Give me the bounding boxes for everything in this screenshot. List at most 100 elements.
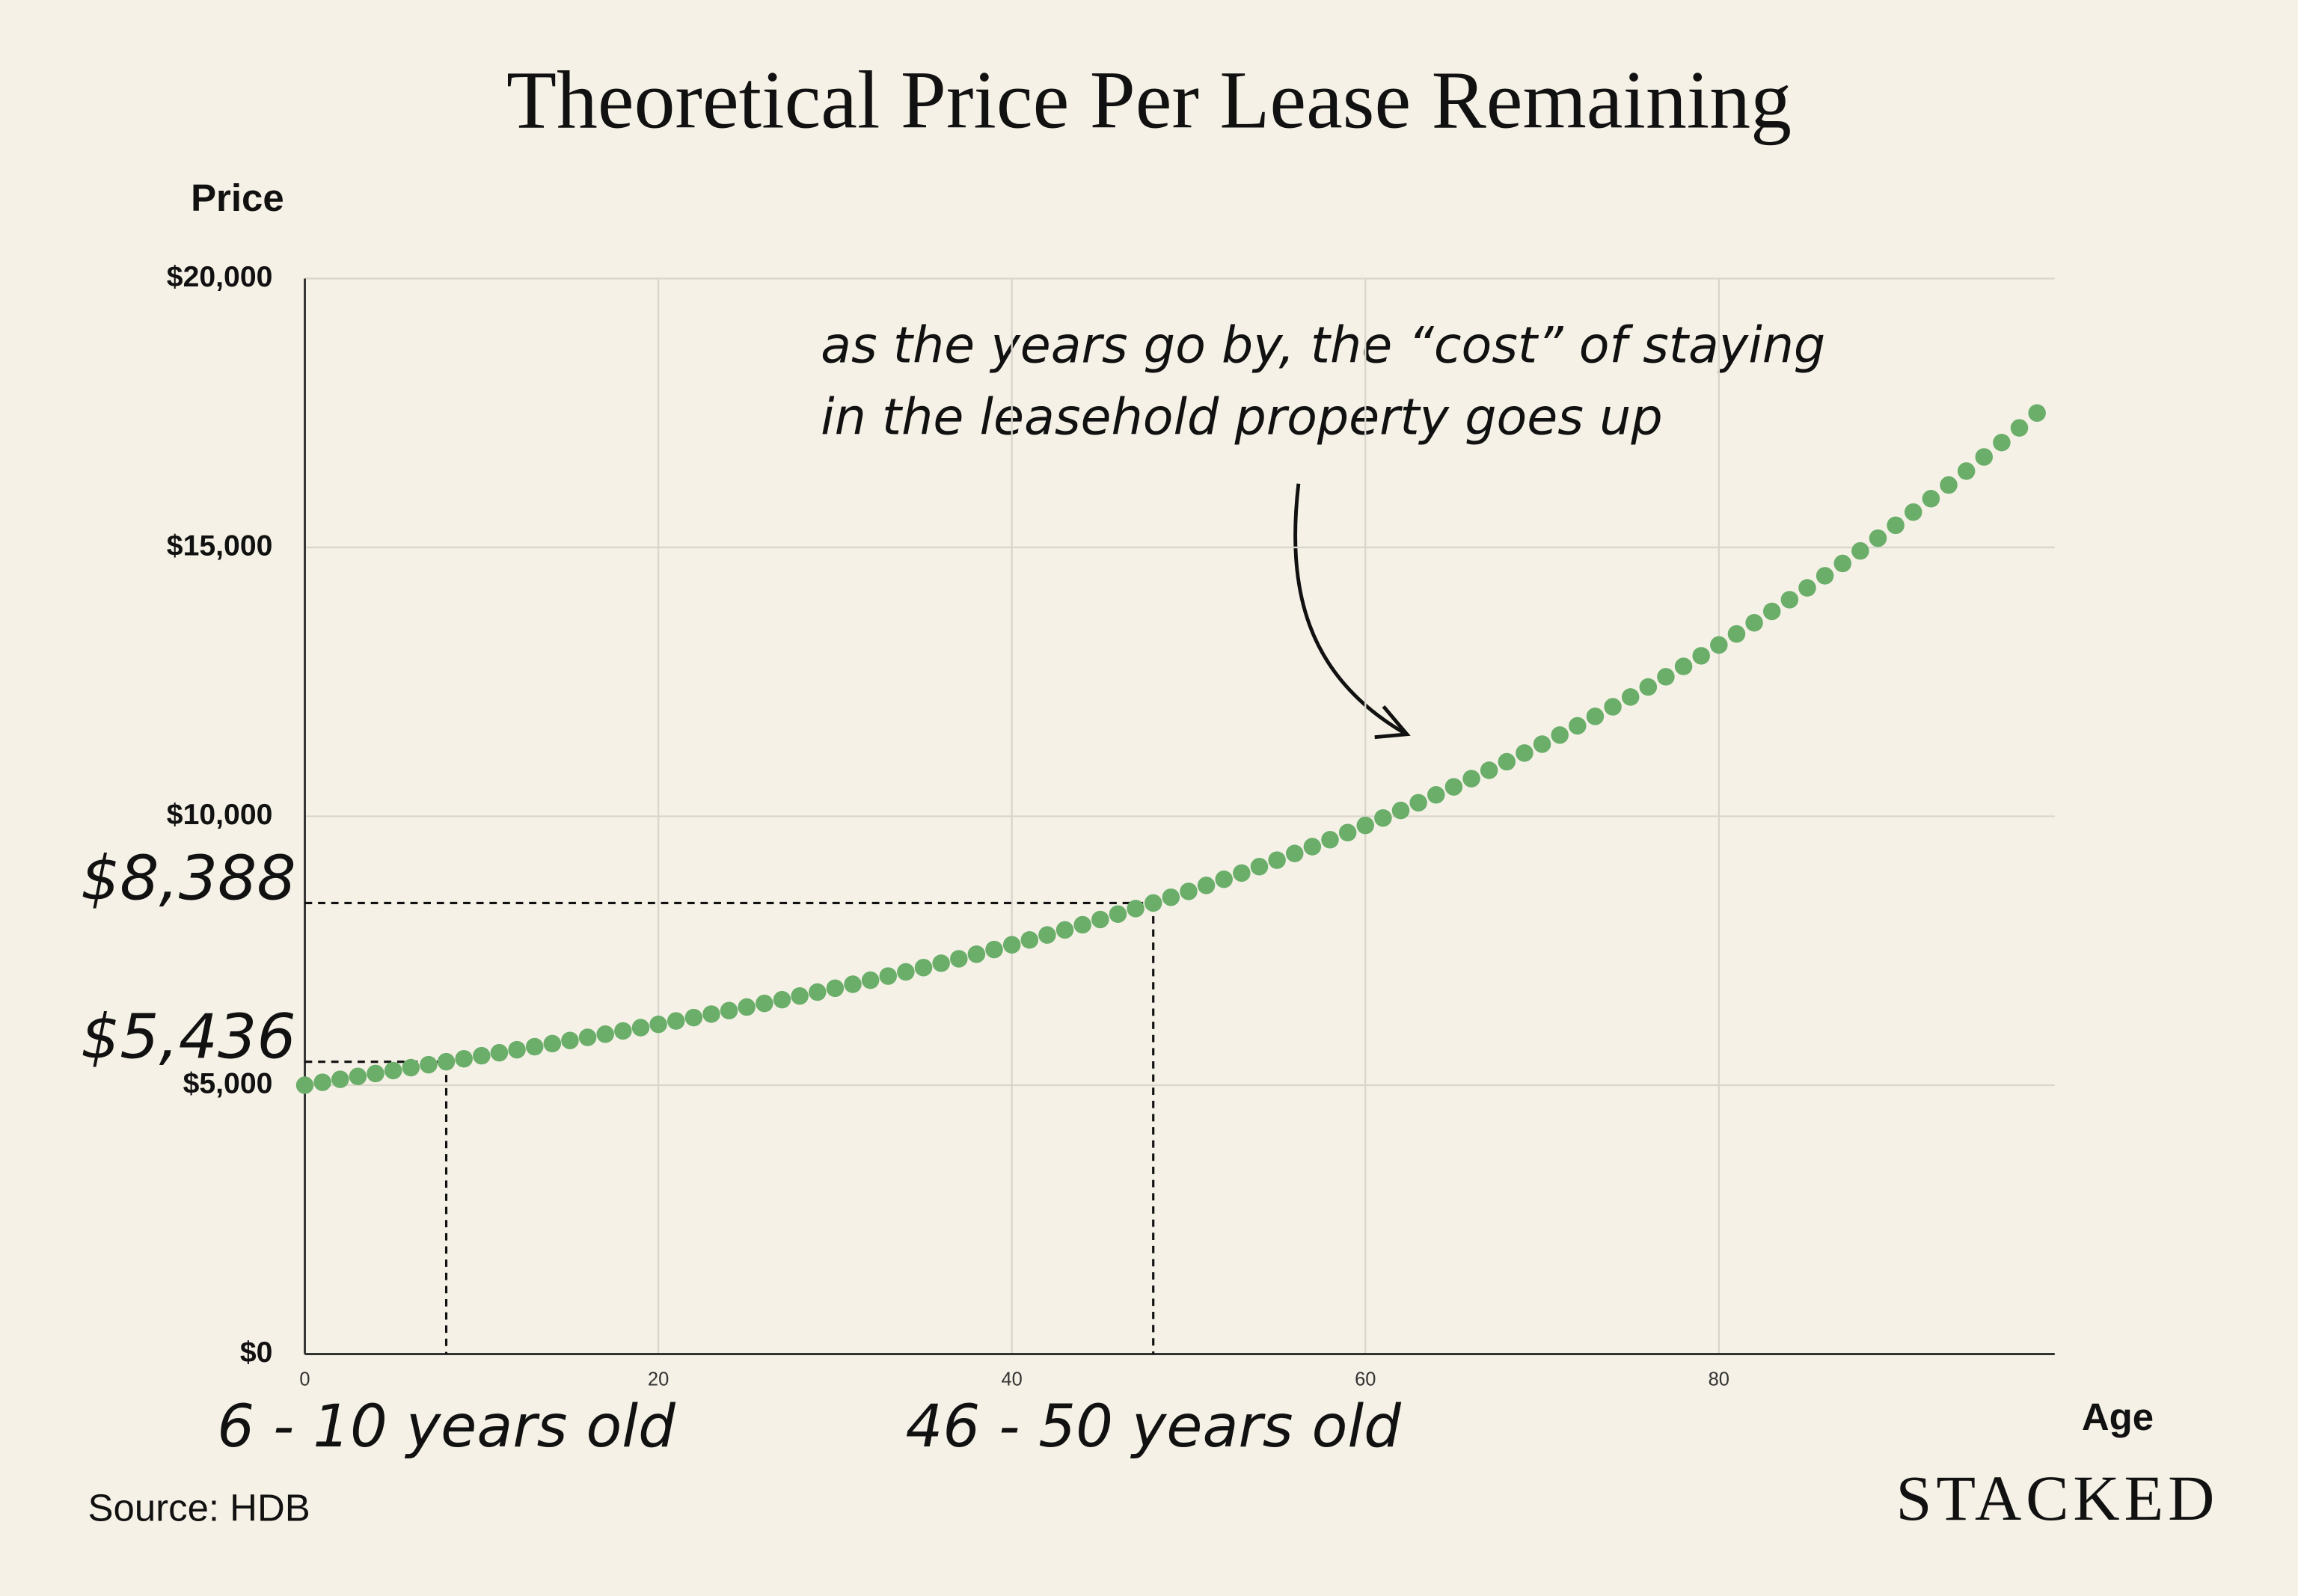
point xyxy=(1551,726,1569,744)
value-callout: $5,436 xyxy=(81,1002,296,1073)
point xyxy=(1285,844,1304,862)
point xyxy=(932,954,950,972)
point xyxy=(1993,433,2011,452)
y-tick-label: $15,000 xyxy=(167,530,273,562)
point xyxy=(1498,752,1516,771)
point xyxy=(1444,778,1463,796)
value-callout: $8,388 xyxy=(81,843,296,914)
point xyxy=(295,1076,314,1094)
point xyxy=(1569,716,1587,735)
point xyxy=(1038,926,1056,944)
point xyxy=(384,1061,402,1080)
brand: STACKED xyxy=(1896,1462,2219,1534)
point xyxy=(1409,794,1427,812)
point xyxy=(455,1049,473,1068)
point xyxy=(420,1055,438,1074)
point xyxy=(1727,624,1746,643)
annotation-line: as the years go by, the “cost” of stayin… xyxy=(821,316,1825,375)
point xyxy=(2010,419,2029,437)
point xyxy=(1162,888,1180,906)
point xyxy=(1462,770,1480,788)
point xyxy=(1833,554,1851,573)
annotation-line: in the leasehold property goes up xyxy=(821,388,1662,446)
point xyxy=(1391,801,1410,820)
x-tick-label: 40 xyxy=(1002,1369,1023,1390)
range-label: 6 - 10 years old xyxy=(217,1393,676,1461)
point xyxy=(1215,870,1233,888)
y-tick-label: $20,000 xyxy=(167,261,273,293)
point xyxy=(578,1028,597,1046)
point xyxy=(1321,831,1339,849)
point xyxy=(950,950,968,968)
chart-title: Theoretical Price Per Lease Remaining xyxy=(506,54,1792,145)
point xyxy=(1356,816,1375,835)
point xyxy=(1639,678,1658,696)
arrow-head xyxy=(1374,705,1411,740)
point xyxy=(808,983,827,1001)
point xyxy=(1621,688,1640,706)
point xyxy=(1604,698,1622,716)
point xyxy=(1657,668,1675,686)
x-tick-label: 60 xyxy=(1355,1369,1376,1390)
point xyxy=(738,998,756,1016)
point xyxy=(861,971,880,989)
point xyxy=(1922,490,1940,508)
point xyxy=(702,1005,720,1023)
point xyxy=(1055,921,1074,939)
point xyxy=(1975,448,1994,466)
point xyxy=(1516,744,1533,762)
point xyxy=(1197,877,1216,894)
point xyxy=(1480,761,1498,779)
point xyxy=(1250,858,1269,876)
point xyxy=(1904,503,1922,521)
point xyxy=(631,1019,650,1037)
point xyxy=(1338,823,1357,842)
point xyxy=(791,986,809,1005)
point xyxy=(331,1070,349,1088)
point xyxy=(1144,894,1162,912)
point xyxy=(561,1031,579,1050)
x-tick-label: 20 xyxy=(648,1369,669,1390)
point xyxy=(1020,931,1039,949)
x-tick-label: 80 xyxy=(1709,1369,1729,1390)
y-axis-label: Price xyxy=(191,177,284,219)
point xyxy=(614,1022,632,1040)
point xyxy=(367,1064,384,1083)
point xyxy=(1374,808,1392,827)
y-tick-label: $10,000 xyxy=(167,799,273,831)
x-tick-label: 0 xyxy=(299,1369,310,1390)
range-label: 46 - 50 years old xyxy=(905,1393,1402,1461)
point xyxy=(649,1015,667,1034)
point xyxy=(1762,602,1781,621)
point xyxy=(1710,636,1728,654)
point xyxy=(1692,647,1710,665)
point xyxy=(473,1046,491,1065)
point xyxy=(1127,900,1145,918)
point xyxy=(1586,708,1605,725)
point xyxy=(596,1025,614,1043)
point xyxy=(1091,910,1109,929)
point xyxy=(1233,864,1251,883)
point xyxy=(1957,462,1976,480)
point xyxy=(1268,851,1286,869)
point xyxy=(1303,838,1322,856)
point xyxy=(2028,404,2046,422)
source: Source: HDB xyxy=(88,1487,310,1529)
point xyxy=(756,994,773,1013)
point xyxy=(1002,936,1021,954)
point xyxy=(826,979,845,998)
point xyxy=(844,975,862,993)
point xyxy=(1940,476,1958,494)
point xyxy=(1869,529,1887,547)
point xyxy=(349,1067,367,1086)
point xyxy=(1780,591,1799,609)
x-axis-label: Age xyxy=(2082,1396,2154,1438)
point xyxy=(897,963,915,981)
point xyxy=(543,1034,562,1053)
point xyxy=(667,1012,685,1030)
point xyxy=(985,940,1003,959)
point xyxy=(508,1040,526,1059)
point xyxy=(684,1008,703,1027)
point xyxy=(1745,613,1763,632)
